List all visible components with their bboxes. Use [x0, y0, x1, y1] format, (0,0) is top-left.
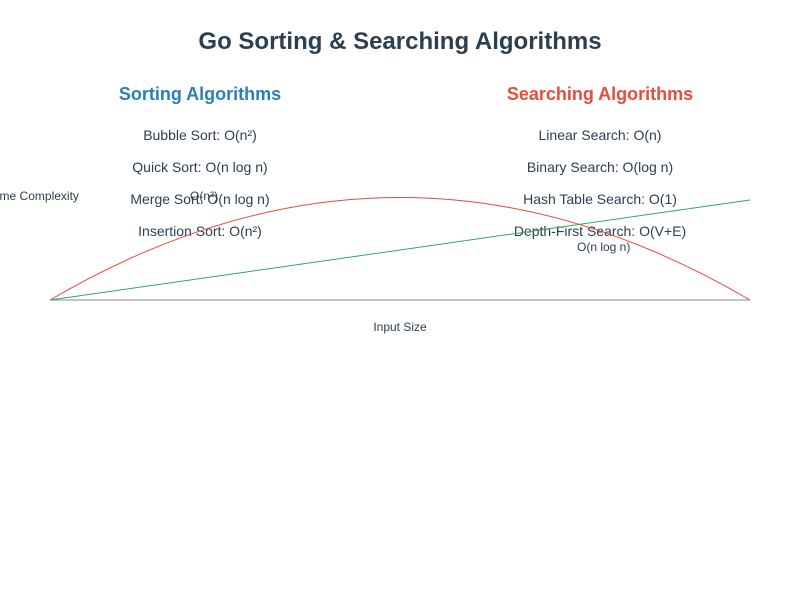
list-item: Hash Table Search: O(1) [400, 191, 800, 207]
x-axis-label: Input Size [0, 320, 800, 334]
searching-header: Searching Algorithms [400, 84, 800, 105]
list-item: Depth-First Search: O(V+E) [400, 223, 800, 239]
list-item: Bubble Sort: O(n²) [0, 127, 400, 143]
list-item: Binary Search: O(log n) [400, 159, 800, 175]
sorting-column: Sorting Algorithms Bubble Sort: O(n²) Qu… [0, 84, 400, 255]
list-item: Insertion Sort: O(n²) [0, 223, 400, 239]
algorithm-columns: Sorting Algorithms Bubble Sort: O(n²) Qu… [0, 84, 800, 255]
y-axis-label: Time Complexity [0, 189, 79, 203]
n-squared-label: O(n²) [190, 189, 218, 203]
list-item: Quick Sort: O(n log n) [0, 159, 400, 175]
n-log-n-label: O(n log n) [577, 240, 630, 254]
searching-column: Searching Algorithms Linear Search: O(n)… [400, 84, 800, 255]
sorting-header: Sorting Algorithms [0, 84, 400, 105]
list-item: Linear Search: O(n) [400, 127, 800, 143]
page-title: Go Sorting & Searching Algorithms [0, 0, 800, 56]
